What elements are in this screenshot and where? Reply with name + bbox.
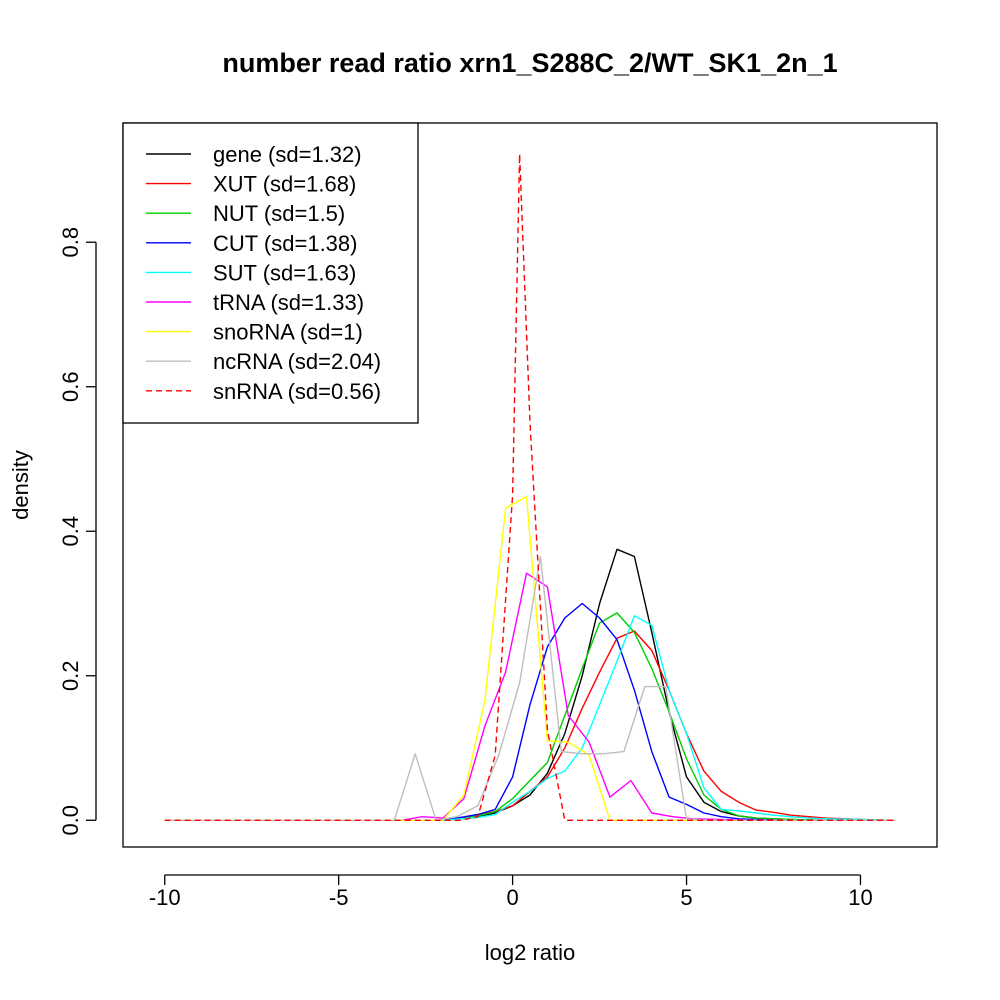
legend-label: XUT (sd=1.68) [213,172,356,197]
legend-label: snoRNA (sd=1) [213,320,363,345]
y-tick-label: 0.8 [58,227,83,258]
y-axis-label: density [8,450,33,520]
x-tick-label: -10 [149,885,181,910]
x-tick-label: 10 [848,885,872,910]
legend-label: tRNA (sd=1.33) [213,290,364,315]
x-tick-label: 0 [506,885,518,910]
plot-frame [122,122,938,848]
y-tick-label: 0.6 [58,371,83,402]
x-tick-label: -5 [329,885,349,910]
x-axis: -10 -5 0 5 10 [149,874,873,910]
series-line-5 [164,572,896,821]
y-tick-label: 0.4 [58,516,83,547]
legend-label: SUT (sd=1.63) [213,260,356,285]
series-layer [164,153,896,821]
y-axis: 0.0 0.2 0.4 0.6 0.8 [58,227,97,836]
series-line-2 [164,612,896,821]
legend: gene (sd=1.32) XUT (sd=1.68) NUT (sd=1.5) C… [122,122,419,424]
y-tick-label: 0.0 [58,805,83,836]
series-line-3 [164,602,896,821]
legend-label: ncRNA (sd=2.04) [213,349,381,374]
legend-label: snRNA (sd=0.56) [213,379,381,404]
series-line-4 [164,615,896,821]
y-tick-label: 0.2 [58,660,83,691]
legend-label: CUT (sd=1.38) [213,231,357,256]
series-line-6 [164,495,896,821]
x-tick-label: 5 [680,885,692,910]
x-axis-label: log2 ratio [485,940,576,965]
legend-label: gene (sd=1.32) [213,142,362,167]
chart-title: number read ratio xrn1_S288C_2/WT_SK1_2n… [222,48,837,78]
series-line-8 [164,153,896,821]
legend-label: NUT (sd=1.5) [213,201,345,226]
